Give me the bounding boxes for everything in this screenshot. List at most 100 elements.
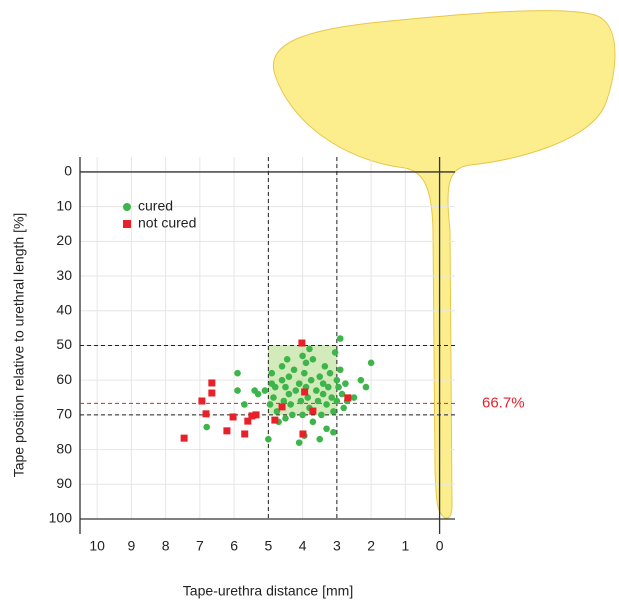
point: [255, 391, 262, 398]
point: [339, 391, 346, 398]
point: [330, 429, 337, 436]
point: [292, 387, 299, 394]
point: [298, 340, 305, 347]
y-tick-label: 60: [56, 371, 72, 387]
x-tick-label: 7: [196, 538, 204, 554]
point: [363, 384, 370, 391]
y-tick-label: 0: [64, 163, 72, 179]
legend-label: cured: [138, 198, 173, 214]
point: [313, 387, 320, 394]
y-tick-label: 40: [56, 301, 72, 317]
y-tick-label: 70: [56, 406, 72, 422]
point: [308, 377, 315, 384]
y-tick-label: 90: [56, 475, 72, 491]
point: [279, 363, 286, 370]
x-tick-label: 9: [127, 538, 135, 554]
legend-marker: [123, 220, 131, 228]
point: [299, 353, 306, 360]
point: [298, 398, 305, 405]
x-tick-label: 0: [436, 538, 444, 554]
point: [299, 430, 306, 437]
point: [208, 379, 215, 386]
point: [310, 419, 317, 426]
point: [334, 398, 341, 405]
point: [301, 388, 308, 395]
point: [262, 387, 269, 394]
legend-label: not cured: [138, 215, 196, 231]
point: [310, 356, 317, 363]
point: [296, 380, 303, 387]
point: [316, 373, 323, 380]
point: [203, 424, 210, 431]
point: [320, 391, 327, 398]
point: [306, 346, 313, 353]
point: [198, 397, 205, 404]
point: [318, 412, 325, 419]
point: [325, 384, 332, 391]
point: [327, 370, 334, 377]
point: [322, 363, 329, 370]
point: [181, 435, 188, 442]
y-tick-label: 20: [56, 232, 72, 248]
point: [301, 370, 308, 377]
x-tick-label: 8: [162, 538, 170, 554]
point: [315, 398, 322, 405]
x-tick-label: 6: [230, 538, 238, 554]
point: [289, 412, 296, 419]
point: [270, 394, 277, 401]
point: [241, 401, 248, 408]
point: [280, 398, 287, 405]
point: [337, 366, 344, 373]
y-tick-label: 30: [56, 267, 72, 283]
point: [234, 370, 241, 377]
point: [368, 360, 375, 367]
point: [291, 366, 298, 373]
point: [223, 427, 230, 434]
point: [272, 384, 279, 391]
point: [351, 394, 358, 401]
point: [279, 403, 286, 410]
point: [230, 413, 237, 420]
chart: 010203040506070809010010987654321066.7%c…: [0, 0, 619, 601]
point: [330, 408, 337, 415]
point: [203, 410, 210, 417]
x-tick-label: 10: [89, 538, 105, 554]
point: [344, 394, 351, 401]
point: [267, 401, 274, 408]
point: [282, 384, 289, 391]
point: [234, 387, 241, 394]
y-tick-label: 10: [56, 197, 72, 213]
x-tick-label: 5: [264, 538, 272, 554]
y-tick-label: 100: [49, 510, 73, 526]
point: [340, 405, 347, 412]
point: [335, 384, 342, 391]
point: [286, 391, 293, 398]
point: [296, 439, 303, 446]
point: [358, 377, 365, 384]
x-tick-label: 3: [333, 538, 341, 554]
legend-marker: [123, 203, 131, 211]
point: [309, 408, 316, 415]
point: [265, 436, 272, 443]
point: [284, 356, 291, 363]
point: [282, 415, 289, 422]
point: [279, 377, 286, 384]
point: [287, 401, 294, 408]
point: [303, 360, 310, 367]
point: [334, 377, 341, 384]
point: [241, 430, 248, 437]
urethra-illustration: [273, 11, 615, 519]
point: [337, 335, 344, 342]
x-axis-label: Tape-urethra distance [mm]: [183, 583, 353, 599]
point: [271, 417, 278, 424]
y-axis-label: Tape position relative to urethral lengt…: [11, 213, 27, 478]
annotation-label: 66.7%: [482, 394, 525, 411]
point: [253, 411, 260, 418]
x-tick-label: 4: [299, 538, 307, 554]
point: [268, 370, 275, 377]
point: [342, 380, 349, 387]
point: [286, 373, 293, 380]
y-tick-label: 50: [56, 336, 72, 352]
point: [299, 412, 306, 419]
